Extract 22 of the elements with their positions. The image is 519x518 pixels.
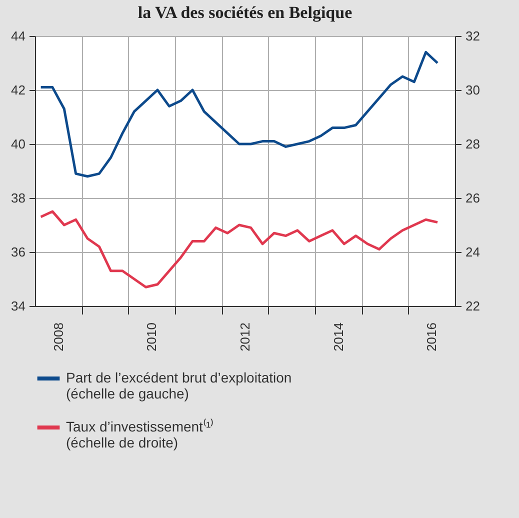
y2-tick-label: 24 <box>466 244 480 260</box>
y-tick-label: 36 <box>11 244 26 260</box>
y2-tick-label: 28 <box>466 136 480 152</box>
y2-tick-label: 26 <box>466 190 480 206</box>
y-tick-label: 38 <box>11 190 26 206</box>
x-tick-label: 2016 <box>424 322 440 352</box>
line-series <box>40 50 439 178</box>
y2-tick-label: 22 <box>466 298 480 314</box>
y-tick-label: 40 <box>11 136 26 152</box>
x-tick-label: 2014 <box>330 322 346 352</box>
line-series <box>40 210 439 288</box>
legend-label: Taux d’investissement⁽¹⁾ (échelle de droite) <box>66 418 214 450</box>
chart-title: la VA des sociétés en Belgique <box>138 3 353 22</box>
y-tick-label: 42 <box>11 82 26 98</box>
x-tick-label: 2012 <box>238 322 252 352</box>
legend-label: Part de l’excédent brut d’exploitation (échelle de gauche) <box>66 370 292 402</box>
x-tick-label: 2008 <box>50 322 66 352</box>
x-tick-label: 2010 <box>144 322 160 352</box>
y-tick-label: 44 <box>11 28 26 44</box>
y2-tick-label: 30 <box>466 82 480 98</box>
y2-tick-label: 32 <box>466 28 480 44</box>
y-tick-label: 34 <box>11 298 26 314</box>
